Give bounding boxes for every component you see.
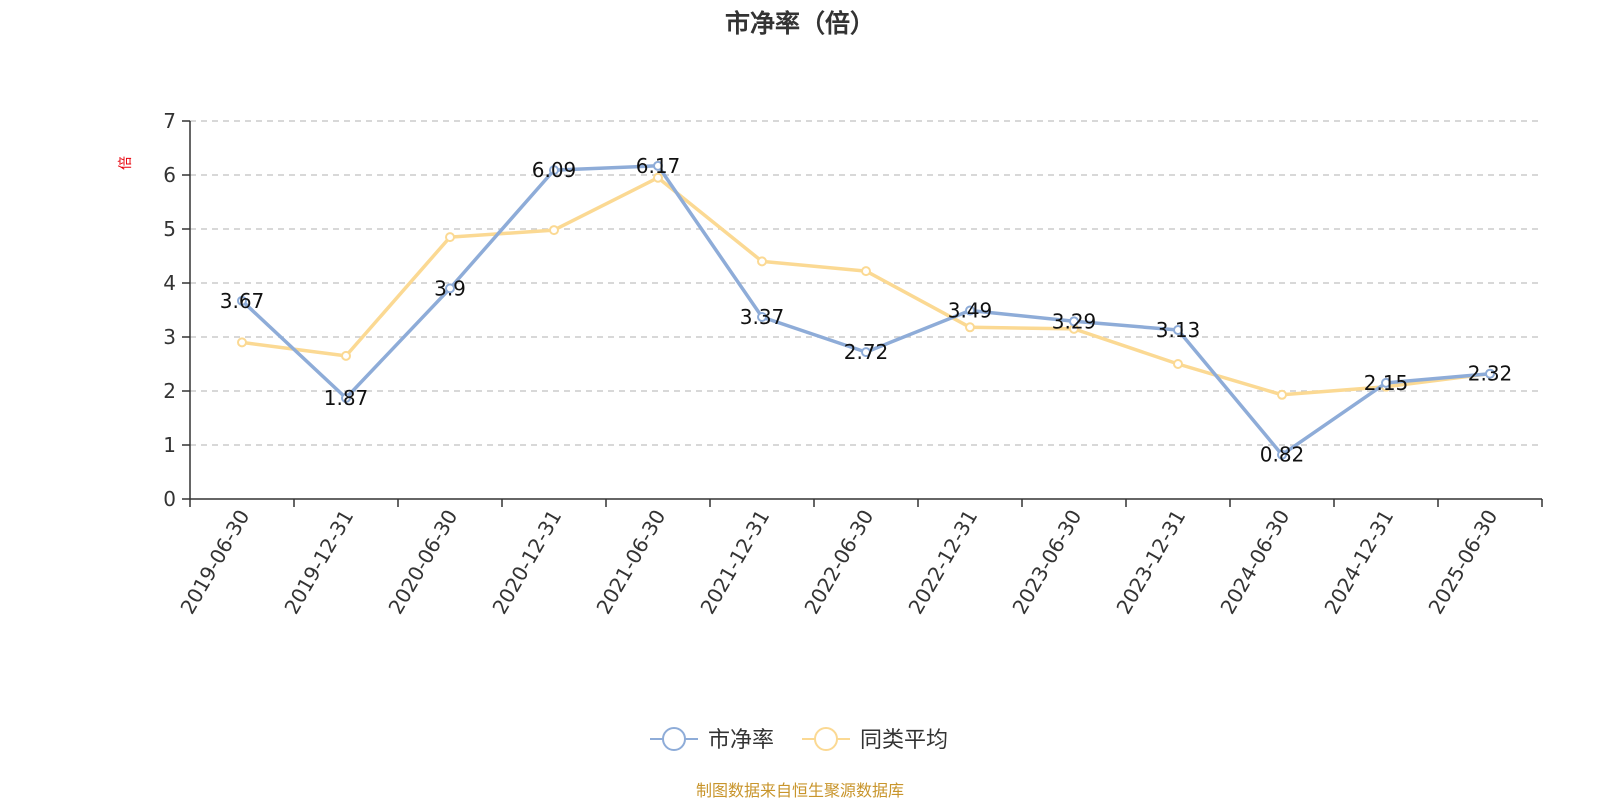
legend-item-1[interactable]: 同类平均 bbox=[802, 727, 948, 753]
data-labels: 3.67 1.87 3.9 6.09 6.17 3.37 2.72 3.49 3.29 3.13 0… bbox=[220, 154, 1513, 467]
x-tick-label: 2022-12-31 bbox=[903, 506, 982, 619]
y-tick-label: 4 bbox=[163, 271, 176, 295]
series-0-point bbox=[861, 347, 871, 358]
x-tick-label: 2019-12-31 bbox=[279, 506, 358, 619]
legend-marker bbox=[814, 727, 838, 751]
x-tick-label: 2020-06-30 bbox=[383, 506, 462, 619]
legend-item-0[interactable]: 市净率 bbox=[650, 727, 774, 753]
series-0-point bbox=[1381, 377, 1391, 388]
x-tick-label: 2019-06-30 bbox=[175, 506, 254, 619]
series-line-0 bbox=[240, 164, 1492, 457]
series-1-point bbox=[1173, 359, 1183, 369]
x-tick-label: 2021-12-31 bbox=[695, 506, 774, 619]
series-0-point bbox=[965, 305, 975, 316]
series-1-point bbox=[965, 322, 975, 333]
y-tick-label: 5 bbox=[163, 217, 176, 241]
series-0-point bbox=[757, 312, 767, 323]
data-label: 3.13 bbox=[1156, 318, 1201, 342]
x-tick-label: 2023-06-30 bbox=[1007, 506, 1086, 619]
x-tick-label: 2022-06-30 bbox=[799, 506, 878, 619]
series-0-point bbox=[1069, 316, 1079, 327]
x-tick-label: 2023-12-31 bbox=[1111, 506, 1190, 619]
series-0-point bbox=[1173, 324, 1183, 335]
data-label: 3.37 bbox=[740, 305, 785, 329]
series-1-point bbox=[341, 350, 351, 361]
series-0-point bbox=[1277, 449, 1287, 460]
data-label: 3.67 bbox=[220, 289, 265, 313]
series-1-point bbox=[549, 225, 559, 236]
legend-marker bbox=[662, 727, 686, 751]
data-label: 2.32 bbox=[1468, 362, 1513, 386]
series-1-point bbox=[861, 266, 871, 277]
series-1-point bbox=[1277, 389, 1287, 400]
x-tick-label: 2024-12-31 bbox=[1319, 506, 1398, 619]
data-label: 2.72 bbox=[844, 340, 889, 364]
series-1-point bbox=[653, 172, 663, 183]
y-tick-label: 0 bbox=[163, 487, 176, 511]
series-0-point bbox=[341, 393, 351, 404]
y-tick-label: 1 bbox=[163, 433, 176, 457]
series-0-point bbox=[549, 165, 559, 176]
series-1-point bbox=[445, 232, 455, 243]
y-tick-label: 7 bbox=[163, 109, 176, 133]
y-tick-label: 6 bbox=[163, 163, 176, 187]
series-0-point bbox=[445, 283, 455, 294]
y-tick-label: 3 bbox=[163, 325, 176, 349]
data-label: 3.9 bbox=[434, 276, 466, 300]
x-tick-label: 2020-12-31 bbox=[487, 506, 566, 619]
data-label: 2.15 bbox=[1364, 371, 1409, 395]
series-0-point bbox=[237, 295, 247, 306]
y-axis-label: 倍 bbox=[118, 156, 134, 170]
series-1-point bbox=[757, 256, 767, 267]
series-lines bbox=[237, 160, 1495, 460]
x-tick-label: 2024-06-30 bbox=[1215, 506, 1294, 619]
x-tick-label: 2021-06-30 bbox=[591, 506, 670, 619]
data-label: 6.09 bbox=[532, 158, 577, 182]
data-label: 6.17 bbox=[636, 154, 681, 178]
legend-label: 同类平均 bbox=[860, 728, 948, 753]
data-label: 1.87 bbox=[324, 386, 369, 410]
y-tick-label: 2 bbox=[163, 379, 176, 403]
series-0-point bbox=[653, 160, 663, 171]
x-tick-label: 2025-06-30 bbox=[1423, 506, 1502, 619]
series-0-point bbox=[1485, 368, 1495, 379]
chart-title: 市净率（倍） bbox=[725, 9, 875, 38]
data-label: 3.49 bbox=[948, 299, 993, 323]
legend-label: 市净率 bbox=[708, 728, 774, 753]
legend[interactable]: 市净率 同类平均 bbox=[650, 727, 948, 753]
grid-lines bbox=[190, 120, 1542, 446]
data-label: 0.82 bbox=[1260, 443, 1305, 467]
source-note: 制图数据来自恒生聚源数据库 bbox=[696, 781, 904, 800]
series-1-point bbox=[237, 337, 247, 348]
data-label: 3.29 bbox=[1052, 309, 1097, 333]
